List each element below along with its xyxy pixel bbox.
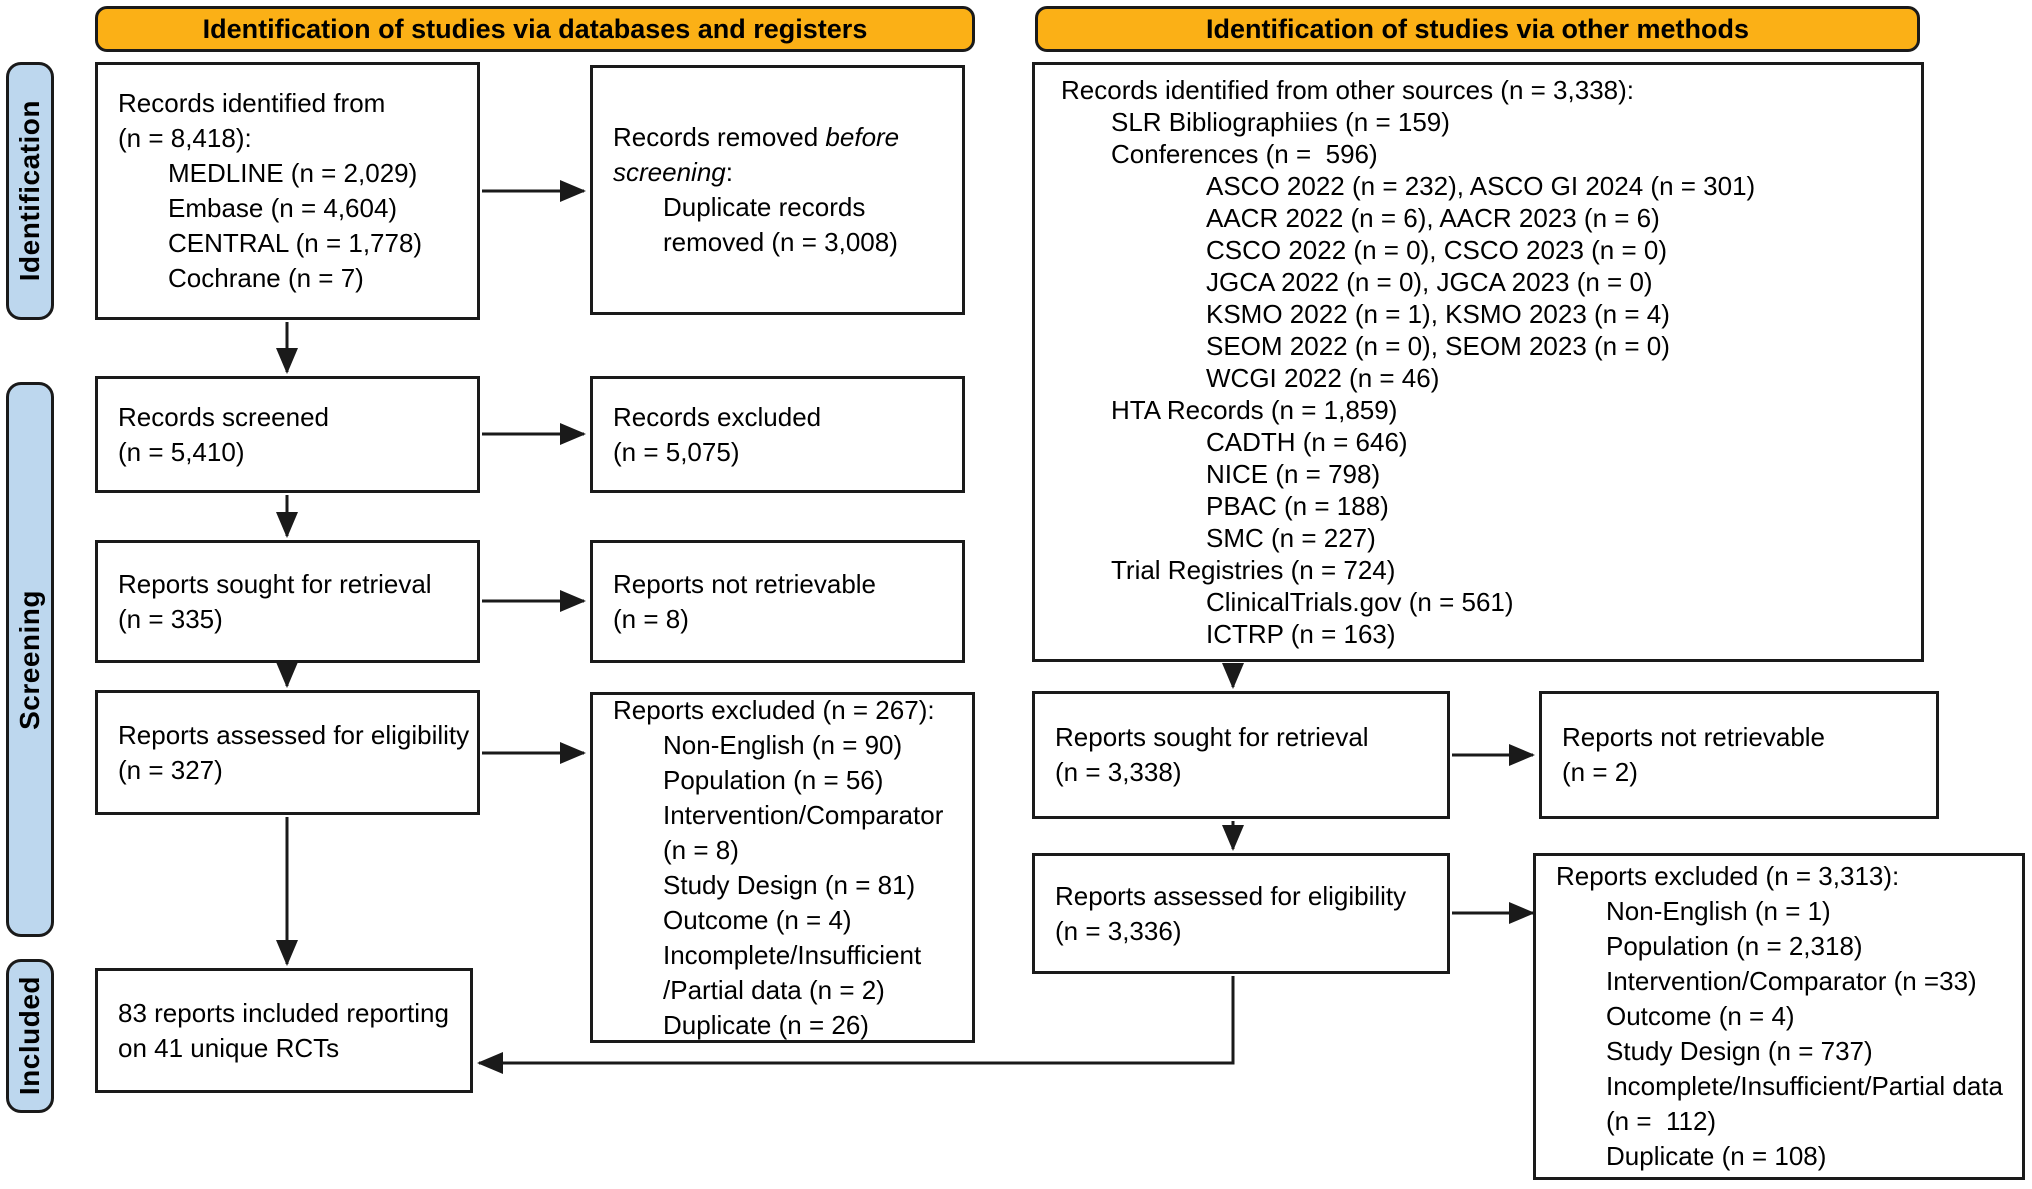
box-text-line: 83 reports included reporting [118,997,449,1028]
sidebar-screening: Screening [6,382,54,937]
box-text-line: (n = 8) [613,603,689,634]
box-text-line: Reports not retrievable [613,568,877,599]
box-text-line: Embase (n = 4,604) [168,193,398,223]
box-text-line: PBAC (n = 188) [1206,491,1389,521]
box-text-segment-italic: screening [613,157,726,187]
box-text-line: WCGI 2022 (n = 46) [1206,363,1440,393]
box-text-line: Outcome (n = 4) [1606,1001,1795,1031]
box-text-line: Outcome (n = 4) [663,904,852,935]
box-text-line: SLR Bibliographiies (n = 159) [1111,107,1450,137]
box-text-line: Cochrane (n = 7) [168,263,364,293]
box-text-line: Intervention/Comparator (n =33) [1606,966,1977,996]
box-text-line: screening: [613,155,950,190]
box-records-excluded: Records excluded (n = 5,075) [590,376,965,493]
box-text-line: Non-English (n = 1) [1606,896,1831,926]
box-text-line: Duplicate (n = 108) [1606,1141,1827,1171]
box-text-line: Study Design (n = 81) [663,869,916,900]
box-text-line: Non-English (n = 90) [663,729,903,760]
box-text-line: ASCO 2022 (n = 232), ASCO GI 2024 (n = 3… [1206,171,1756,201]
box-text-line: MEDLINE (n = 2,029) [168,158,418,188]
box-text-line: Trial Registries (n = 724) [1111,555,1396,585]
box-reports-sought-databases: Reports sought for retrieval (n = 335) [95,540,480,663]
box-reports-excluded-other: Reports excluded (n = 3,313): Non-Englis… [1533,853,2025,1180]
box-text-line: Records identified from other sources (n… [1061,75,1635,105]
box-text-line: Records removed before [613,120,950,155]
box-text-line: /Partial data (n = 2) [663,974,885,1005]
box-text-line: Intervention/Comparator [663,799,944,830]
box-text-line: Reports sought for retrieval [118,568,432,599]
box-records-identified-other-sources: Records identified from other sources (n… [1032,62,1924,662]
box-text-line: Records identified from [118,88,386,118]
box-text-line: (n = 3,338) [1055,757,1182,787]
box-reports-not-retrievable-databases: Reports not retrievable (n = 8) [590,540,965,663]
box-text-line: Duplicate (n = 26) [663,1009,869,1040]
box-text-line: CENTRAL (n = 1,778) [168,228,423,258]
sidebar-screening-label: Screening [14,589,45,730]
sidebar-included-label: Included [14,976,45,1096]
box-text-line: Population (n = 56) [663,764,884,795]
box-text-line: NICE (n = 798) [1206,459,1381,489]
box-text-line: ClinicalTrials.gov (n = 561) [1206,587,1514,617]
box-text-line: on 41 unique RCTs [118,1032,340,1063]
box-text-line: AACR 2022 (n = 6), AACR 2023 (n = 6) [1206,203,1660,233]
header-databases-registers: Identification of studies via databases … [95,6,975,52]
box-text-line: (n = 327) [118,754,223,785]
box-text-line: (n = 8) [663,834,739,865]
box-records-removed-before-screening: Records removed before screening: Duplic… [590,65,965,315]
box-text-line: SMC (n = 227) [1206,523,1376,553]
sidebar-included: Included [6,959,54,1113]
box-text-line: Records screened [118,401,329,432]
box-included-reports: 83 reports included reporting on 41 uniq… [95,968,473,1093]
box-text-line: ICTRP (n = 163) [1206,619,1396,649]
box-text-line: Reports assessed for eligibility [118,719,470,750]
box-text-line: (n = 112) [1606,1106,1717,1136]
box-text-line: Records excluded [613,401,822,432]
box-records-screened: Records screened (n = 5,410) [95,376,480,493]
box-text-line: Study Design (n = 737) [1606,1036,1873,1066]
box-text-line: Conferences (n = 596) [1111,139,1378,169]
box-text-segment: Records removed [613,122,826,152]
box-text-line: (n = 3,336) [1055,915,1182,946]
box-text-line: CADTH (n = 646) [1206,427,1408,457]
box-text-line: KSMO 2022 (n = 1), KSMO 2023 (n = 4) [1206,299,1670,329]
box-text-line: Incomplete/Insufficient [663,939,922,970]
box-text-line: removed (n = 3,008) [663,227,898,257]
box-text-line: Reports not retrievable [1562,722,1826,752]
box-reports-assessed-other: Reports assessed for eligibility (n = 3,… [1032,853,1450,974]
box-text-line: Reports excluded (n = 267): [613,694,935,725]
box-text-line: JGCA 2022 (n = 0), JGCA 2023 (n = 0) [1206,267,1653,297]
box-text-line: (n = 335) [118,603,223,634]
box-text-segment-italic: before [825,122,900,152]
box-records-identified-databases: Records identified from (n = 8,418): MED… [95,62,480,320]
box-text-line: Reports excluded (n = 3,313): [1556,861,1900,891]
box-text-line: (n = 2) [1562,757,1638,787]
box-text-line: Reports sought for retrieval [1055,722,1369,752]
box-text-line: (n = 5,410) [118,436,245,467]
box-reports-assessed-databases: Reports assessed for eligibility (n = 32… [95,690,480,815]
box-text-line: HTA Records (n = 1,859) [1111,395,1398,425]
box-text-segment: : [725,157,733,187]
box-text-line: Reports assessed for eligibility [1055,880,1407,911]
box-reports-excluded-databases: Reports excluded (n = 267): Non-English … [590,692,975,1043]
sidebar-identification: Identification [6,62,54,320]
sidebar-identification-label: Identification [14,100,45,282]
box-text-line: (n = 5,075) [613,436,740,467]
box-text-line: SEOM 2022 (n = 0), SEOM 2023 (n = 0) [1206,331,1670,361]
header-other-methods: Identification of studies via other meth… [1035,6,1920,52]
box-text-line: CSCO 2022 (n = 0), CSCO 2023 (n = 0) [1206,235,1667,265]
box-text-line: (n = 8,418): [118,123,252,153]
box-text-line: Population (n = 2,318) [1606,931,1863,961]
box-reports-sought-other: Reports sought for retrieval (n = 3,338) [1032,691,1450,819]
box-text-line: Incomplete/Insufficient/Partial data [1606,1071,2003,1101]
box-reports-not-retrievable-other: Reports not retrievable (n = 2) [1539,691,1939,819]
box-text-line: Duplicate records [663,192,866,222]
